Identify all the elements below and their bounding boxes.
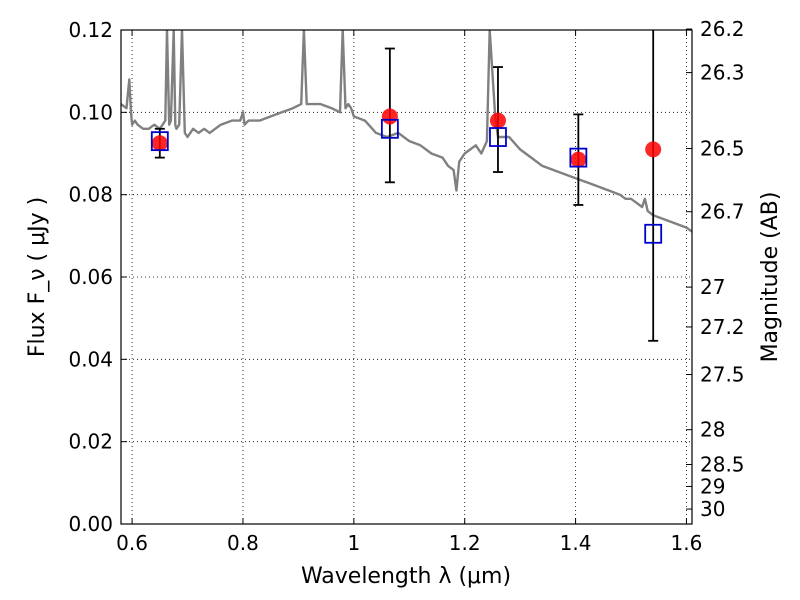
x-axis-ticks: 0.6 0.8 1 1.2 1.4 1.6 [116, 30, 702, 555]
x-tick-label: 1 [347, 531, 360, 555]
observed-points [151, 108, 662, 168]
magnitude-tick-label: 26.5 [700, 137, 745, 161]
magnitude-axis-label: Magnitude (AB) [758, 192, 783, 363]
model-flux-square [569, 147, 588, 168]
y-tick-label: 0.08 [68, 183, 113, 207]
x-tick-label: 1.4 [560, 531, 592, 555]
observed-flux-point [645, 141, 662, 158]
x-tick-label: 0.6 [116, 531, 148, 555]
model-flux-square [380, 118, 399, 139]
model-points [150, 118, 663, 244]
x-tick-label: 1.2 [449, 531, 481, 555]
y-tick-label: 0.02 [68, 430, 113, 454]
y-axis-ticks: 0.00 0.02 0.04 0.06 0.08 0.10 0.12 [68, 18, 127, 536]
magnitude-tick-label: 26.7 [700, 200, 745, 224]
magnitude-tick-label: 30 [700, 497, 725, 521]
magnitude-tick-label: 26.2 [700, 17, 745, 41]
magnitude-tick-label: 26.3 [700, 61, 745, 85]
y-axis-label: Flux F_ν ( μJy ) [25, 197, 50, 357]
magnitude-tick-label: 27.2 [700, 315, 745, 339]
magnitude-tick-label: 28 [700, 418, 725, 442]
observed-flux-point [489, 112, 506, 129]
x-tick-label: 0.8 [227, 531, 259, 555]
plot-frame [120, 29, 693, 525]
observed-flux-point [151, 135, 168, 152]
y-tick-label: 0.12 [68, 18, 113, 42]
magnitude-tick-label: 27.5 [700, 363, 745, 387]
magnitude-tick-label: 28.5 [700, 452, 745, 476]
model-flux-square [489, 127, 507, 147]
y-tick-label: 0.10 [68, 100, 113, 124]
grid-lines [121, 29, 692, 525]
model-spectrum-line [121, 30, 692, 233]
errorbar-layer [154, 30, 659, 342]
x-tick-label: 1.6 [671, 531, 703, 555]
observed-flux-point [570, 151, 587, 168]
y-tick-label: 0.00 [68, 512, 113, 536]
y-tick-label: 0.04 [68, 347, 113, 371]
y-tick-label: 0.06 [68, 265, 113, 289]
magnitude-tick-label: 27 [700, 275, 725, 299]
observed-flux-point [381, 108, 398, 125]
x-axis-label: Wavelength λ (μm) [301, 564, 511, 589]
spectrum-layer [121, 30, 692, 233]
model-flux-square [644, 223, 663, 244]
model-flux-square [150, 131, 169, 152]
magnitude-tick-label: 29 [700, 474, 725, 498]
